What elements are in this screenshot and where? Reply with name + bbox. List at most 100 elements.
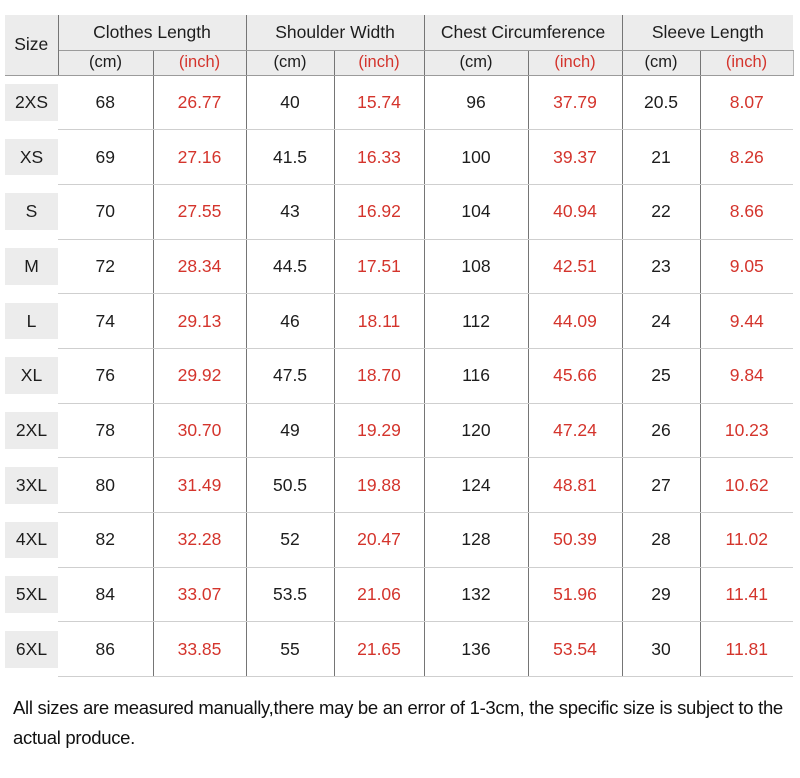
cm-value: 52 <box>245 512 335 568</box>
unit-header-inch: (inch) <box>699 50 794 76</box>
cm-value: 21 <box>621 129 701 185</box>
inch-value: 16.92 <box>333 184 425 240</box>
inch-value: 47.24 <box>527 403 623 459</box>
cm-value: 24 <box>621 293 701 349</box>
cm-value: 128 <box>423 512 529 568</box>
inch-value: 31.49 <box>152 457 247 513</box>
cm-value: 41.5 <box>245 129 335 185</box>
inch-value: 9.44 <box>699 293 794 349</box>
inch-value: 39.37 <box>527 129 623 185</box>
unit-header-inch: (inch) <box>333 50 425 76</box>
cm-value: 22 <box>621 184 701 240</box>
inch-value: 11.41 <box>699 567 794 623</box>
table-row: 2XS 68 26.77 40 15.74 96 37.79 20.5 8.07 <box>5 75 794 131</box>
inch-value: 11.02 <box>699 512 794 568</box>
cm-value: 55 <box>245 621 335 678</box>
inch-value: 16.33 <box>333 129 425 185</box>
cm-value: 30 <box>621 621 701 678</box>
inch-value: 10.23 <box>699 403 794 459</box>
size-label: XL <box>5 348 58 403</box>
measurement-note: All sizes are measured manually,there ma… <box>13 697 783 748</box>
inch-value: 50.39 <box>527 512 623 568</box>
inch-value: 37.79 <box>527 75 623 131</box>
inch-value: 42.51 <box>527 239 623 295</box>
cm-value: 23 <box>621 239 701 295</box>
cm-value: 49 <box>245 403 335 459</box>
inch-value: 26.77 <box>152 75 247 131</box>
table-row: 5XL 84 33.07 53.5 21.06 132 51.96 29 11.41 <box>5 567 794 623</box>
table-header: Size Clothes Length Shoulder Width Chest… <box>5 15 794 76</box>
inch-value: 27.55 <box>152 184 247 240</box>
cm-value: 25 <box>621 348 701 404</box>
inch-value: 8.66 <box>699 184 794 240</box>
cm-value: 47.5 <box>245 348 335 404</box>
cm-value: 20.5 <box>621 75 701 131</box>
table-row: XS 69 27.16 41.5 16.33 100 39.37 21 8.26 <box>5 129 794 185</box>
inch-value: 17.51 <box>333 239 425 295</box>
inch-value: 19.29 <box>333 403 425 459</box>
unit-header-inch: (inch) <box>152 50 247 76</box>
table-row: 4XL 82 32.28 52 20.47 128 50.39 28 11.02 <box>5 512 794 568</box>
table-row: 2XL 78 30.70 49 19.29 120 47.24 26 10.23 <box>5 403 794 459</box>
inch-value: 9.84 <box>699 348 794 404</box>
inch-value: 44.09 <box>527 293 623 349</box>
size-label: L <box>5 294 58 349</box>
inch-value: 20.47 <box>333 512 425 568</box>
cm-value: 132 <box>423 567 529 623</box>
group-header-shoulder-width: Shoulder Width <box>245 15 425 51</box>
cm-value: 108 <box>423 239 529 295</box>
inch-value: 45.66 <box>527 348 623 404</box>
inch-value: 27.16 <box>152 129 247 185</box>
cm-value: 80 <box>58 457 153 513</box>
cm-value: 28 <box>621 512 701 568</box>
cm-value: 29 <box>621 567 701 623</box>
size-label: XS <box>5 130 58 185</box>
cm-value: 116 <box>423 348 529 404</box>
table-body: 2XS 68 26.77 40 15.74 96 37.79 20.5 8.07 XS 69 27.1… <box>5 75 794 678</box>
cm-value: 50.5 <box>245 457 335 513</box>
cm-value: 70 <box>58 184 153 240</box>
size-label: 5XL <box>5 567 58 622</box>
cm-value: 26 <box>621 403 701 459</box>
size-chart-table: Size Clothes Length Shoulder Width Chest… <box>5 15 794 678</box>
cm-value: 72 <box>58 239 153 295</box>
inch-value: 18.11 <box>333 293 425 349</box>
group-header-row: Size Clothes Length Shoulder Width Chest… <box>5 15 794 76</box>
table-row: 6XL 86 33.85 55 21.65 136 53.54 30 11.81 <box>5 621 794 678</box>
group-header-clothes-length: Clothes Length <box>57 15 247 51</box>
unit-header-row: (cm) (inch) (cm) (inch) (cm) (inch) (cm)… <box>5 50 794 76</box>
cm-value: 124 <box>423 457 529 513</box>
size-label: 3XL <box>5 458 58 513</box>
unit-header-inch: (inch) <box>527 50 623 76</box>
cm-value: 53.5 <box>245 567 335 623</box>
inch-value: 40.94 <box>527 184 623 240</box>
inch-value: 21.06 <box>333 567 425 623</box>
size-label: 2XS <box>5 75 58 130</box>
cm-value: 74 <box>58 293 153 349</box>
cm-value: 43 <box>245 184 335 240</box>
size-label: M <box>5 239 58 294</box>
cm-value: 40 <box>245 75 335 131</box>
cm-value: 44.5 <box>245 239 335 295</box>
inch-value: 32.28 <box>152 512 247 568</box>
table-row: XL 76 29.92 47.5 18.70 116 45.66 25 9.84 <box>5 348 794 404</box>
size-label: 6XL <box>5 622 58 677</box>
cm-value: 68 <box>58 75 153 131</box>
inch-value: 48.81 <box>527 457 623 513</box>
size-column-header: Size <box>5 15 59 76</box>
inch-value: 30.70 <box>152 403 247 459</box>
cm-value: 27 <box>621 457 701 513</box>
inch-value: 10.62 <box>699 457 794 513</box>
cm-value: 86 <box>58 621 153 678</box>
inch-value: 21.65 <box>333 621 425 678</box>
size-label: 2XL <box>5 403 58 458</box>
unit-header-cm: (cm) <box>423 50 529 76</box>
cm-value: 120 <box>423 403 529 459</box>
inch-value: 8.26 <box>699 129 794 185</box>
inch-value: 15.74 <box>333 75 425 131</box>
inch-value: 18.70 <box>333 348 425 404</box>
group-header-sleeve-length: Sleeve Length <box>621 15 794 51</box>
inch-value: 19.88 <box>333 457 425 513</box>
inch-value: 9.05 <box>699 239 794 295</box>
cm-value: 69 <box>58 129 153 185</box>
